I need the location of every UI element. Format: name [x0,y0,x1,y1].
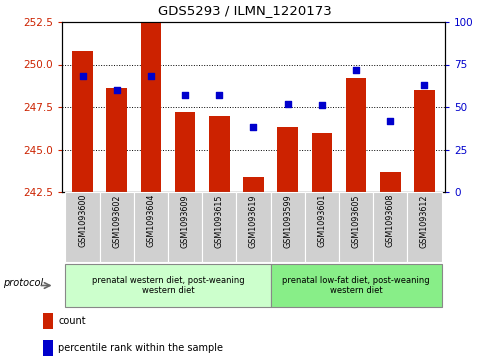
Bar [236,192,270,262]
Bar [407,192,441,262]
Bar [345,78,366,192]
Bar [168,192,202,262]
Bar [65,264,270,307]
Text: protocol: protocol [3,278,43,288]
Bar [65,192,100,262]
Bar [141,22,161,192]
Bar [175,112,195,192]
Text: GSM1093601: GSM1093601 [317,194,325,248]
Point [351,67,359,73]
Text: GSM1093609: GSM1093609 [180,194,189,248]
Bar [243,177,263,192]
Bar [379,172,400,192]
Bar [270,192,304,262]
Text: prenatal western diet, post-weaning
western diet: prenatal western diet, post-weaning west… [92,276,244,295]
Point [420,82,427,88]
Bar [72,51,93,192]
Point [113,87,121,93]
Text: GSM1093619: GSM1093619 [248,194,258,248]
Bar [100,192,134,262]
Bar [311,132,331,192]
Point [147,73,155,79]
Bar [134,192,168,262]
Bar [270,264,441,307]
Text: GSM1093600: GSM1093600 [78,194,87,248]
Bar [338,192,372,262]
Bar [304,192,338,262]
Text: percentile rank within the sample: percentile rank within the sample [59,343,223,353]
Bar [208,115,229,192]
Bar [43,340,53,356]
Point [249,125,257,130]
Text: prenatal low-fat diet, post-weaning
western diet: prenatal low-fat diet, post-weaning west… [282,276,429,295]
Text: GDS5293 / ILMN_1220173: GDS5293 / ILMN_1220173 [157,4,331,17]
Bar [277,127,297,192]
Bar [202,192,236,262]
Text: GSM1093605: GSM1093605 [351,194,360,248]
Bar [106,88,127,192]
Bar [413,90,434,192]
Text: GSM1093612: GSM1093612 [419,194,428,248]
Point [79,73,86,79]
Point [215,92,223,98]
Point [181,92,189,98]
Text: GSM1093599: GSM1093599 [283,194,292,248]
Text: GSM1093608: GSM1093608 [385,194,394,248]
Text: GSM1093615: GSM1093615 [214,194,224,248]
Bar [43,313,53,329]
Point [317,102,325,108]
Text: count: count [59,315,86,326]
Text: GSM1093602: GSM1093602 [112,194,121,248]
Text: GSM1093604: GSM1093604 [146,194,155,248]
Point [283,101,291,106]
Point [386,118,393,123]
Bar [372,192,407,262]
